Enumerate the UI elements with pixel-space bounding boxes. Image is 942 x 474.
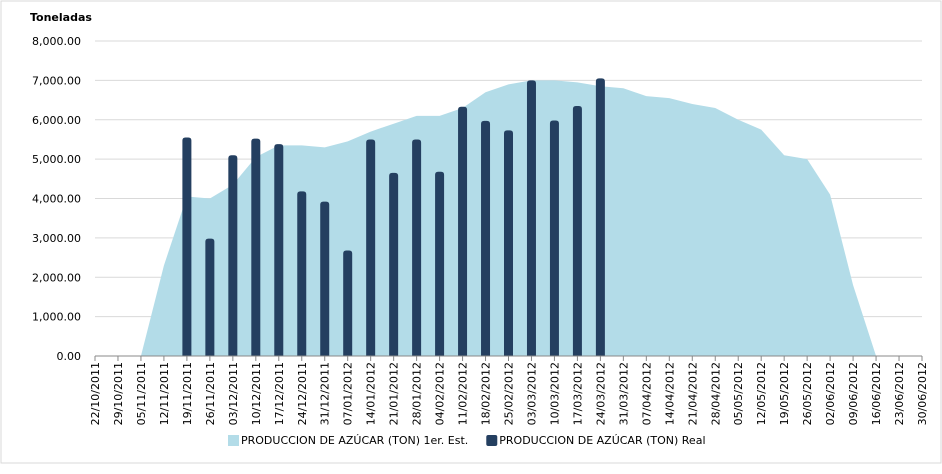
x-tick-label: 12/05/2012 xyxy=(755,362,768,425)
bar xyxy=(228,155,238,356)
x-tick-label: 02/06/2012 xyxy=(824,362,837,425)
x-tick-label: 03/03/2012 xyxy=(525,362,538,425)
x-tick-label: 16/06/2012 xyxy=(870,362,883,425)
y-tick-label: 7,000.00 xyxy=(32,74,81,87)
legend-swatch xyxy=(486,435,498,446)
x-tick-label: 18/02/2012 xyxy=(480,362,493,425)
bar xyxy=(205,238,215,356)
y-tick-label: 5,000.00 xyxy=(32,153,81,166)
x-tick-label: 10/12/2011 xyxy=(250,362,263,425)
bar xyxy=(412,139,422,356)
x-tick-label: 09/06/2012 xyxy=(847,362,860,425)
bar xyxy=(297,191,307,356)
bar xyxy=(320,201,330,356)
bar xyxy=(458,106,468,356)
bar xyxy=(481,120,491,357)
x-tick-label: 21/04/2012 xyxy=(686,362,699,425)
x-tick-label: 10/03/2012 xyxy=(548,362,561,425)
y-tick-label: 8,000.00 xyxy=(32,35,81,48)
legend-swatch xyxy=(228,435,239,446)
x-tick-label: 29/10/2011 xyxy=(112,362,125,425)
bar xyxy=(366,139,376,356)
bar xyxy=(572,105,582,356)
x-tick-label: 04/02/2012 xyxy=(434,362,447,425)
x-tick-label: 07/01/2012 xyxy=(342,362,355,425)
x-tick-label: 24/12/2011 xyxy=(296,362,309,425)
x-tick-label: 25/02/2012 xyxy=(503,362,516,425)
bar xyxy=(389,172,399,356)
y-tick-label: 0.00 xyxy=(57,350,82,363)
x-tick-label: 24/03/2012 xyxy=(594,362,607,425)
y-tick-label: 2,000.00 xyxy=(32,271,81,284)
x-tick-label: 07/04/2012 xyxy=(640,362,653,425)
x-tick-label: 19/05/2012 xyxy=(778,362,791,425)
y-tick-label: 3,000.00 xyxy=(32,232,81,245)
x-tick-label: 28/04/2012 xyxy=(709,362,722,425)
x-tick-label: 28/01/2012 xyxy=(411,362,424,425)
x-tick-label: 05/05/2012 xyxy=(732,362,745,425)
legend-label: PRODUCCION DE AZÚCAR (TON) 1er. Est. xyxy=(241,434,468,447)
bar xyxy=(504,130,513,356)
bar xyxy=(526,80,536,356)
x-tick-label: 05/11/2011 xyxy=(135,362,148,425)
bar xyxy=(435,171,445,356)
bar xyxy=(251,138,261,356)
x-tick-label: 22/10/2011 xyxy=(89,362,102,425)
legend-label: PRODUCCION DE AZÚCAR (TON) Real xyxy=(499,434,705,447)
x-tick-label: 12/11/2011 xyxy=(158,362,171,425)
bar xyxy=(343,250,353,356)
x-tick-label: 11/02/2012 xyxy=(457,362,470,425)
bar xyxy=(549,120,559,356)
x-tick-label: 14/04/2012 xyxy=(663,362,676,425)
x-tick-label: 19/11/2011 xyxy=(181,362,194,425)
x-tick-label: 31/03/2012 xyxy=(617,362,630,425)
x-tick-label: 26/11/2011 xyxy=(204,362,217,425)
x-tick-label: 03/12/2011 xyxy=(227,362,240,425)
bar xyxy=(274,144,284,356)
y-tick-label: 4,000.00 xyxy=(32,193,81,206)
x-tick-label: 21/01/2012 xyxy=(388,362,401,425)
x-tick-label: 17/12/2011 xyxy=(273,362,286,425)
x-tick-label: 26/05/2012 xyxy=(801,362,814,425)
y-axis-title: Toneladas xyxy=(30,11,92,24)
bar xyxy=(595,78,605,356)
bar xyxy=(182,137,192,356)
x-tick-label: 17/03/2012 xyxy=(571,362,584,425)
y-tick-label: 1,000.00 xyxy=(32,311,81,324)
x-tick-label: 31/12/2011 xyxy=(319,362,332,425)
x-tick-label: 14/01/2012 xyxy=(365,362,378,425)
x-tick-label: 30/06/2012 xyxy=(916,362,929,425)
y-tick-label: 6,000.00 xyxy=(32,114,81,127)
x-tick-label: 23/06/2012 xyxy=(893,362,906,425)
